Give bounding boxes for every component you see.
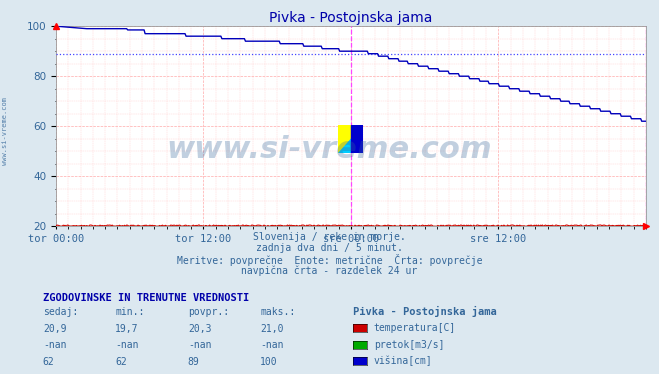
Text: ZGODOVINSKE IN TRENUTNE VREDNOSTI: ZGODOVINSKE IN TRENUTNE VREDNOSTI <box>43 293 249 303</box>
Text: -nan: -nan <box>43 340 67 350</box>
Text: www.si-vreme.com: www.si-vreme.com <box>167 135 492 164</box>
Text: -nan: -nan <box>188 340 212 350</box>
Text: Meritve: povprečne  Enote: metrične  Črta: povprečje: Meritve: povprečne Enote: metrične Črta:… <box>177 254 482 266</box>
Text: Slovenija / reke in morje.: Slovenija / reke in morje. <box>253 232 406 242</box>
Text: www.si-vreme.com: www.si-vreme.com <box>2 97 9 165</box>
Text: 100: 100 <box>260 357 278 367</box>
Text: 21,0: 21,0 <box>260 324 284 334</box>
Text: Pivka - Postojnska jama: Pivka - Postojnska jama <box>353 306 496 316</box>
Text: -nan: -nan <box>115 340 139 350</box>
Title: Pivka - Postojnska jama: Pivka - Postojnska jama <box>270 11 432 25</box>
Text: 19,7: 19,7 <box>115 324 139 334</box>
Text: zadnja dva dni / 5 minut.: zadnja dva dni / 5 minut. <box>256 243 403 253</box>
Text: 20,3: 20,3 <box>188 324 212 334</box>
Text: višina[cm]: višina[cm] <box>374 356 432 367</box>
Polygon shape <box>351 125 364 153</box>
Polygon shape <box>339 125 364 153</box>
Text: sedaj:: sedaj: <box>43 307 78 317</box>
Text: min.:: min.: <box>115 307 145 317</box>
Text: maks.:: maks.: <box>260 307 295 317</box>
Text: 62: 62 <box>43 357 55 367</box>
Text: povpr.:: povpr.: <box>188 307 229 317</box>
Text: 20,9: 20,9 <box>43 324 67 334</box>
Text: temperatura[C]: temperatura[C] <box>374 324 456 333</box>
Text: 62: 62 <box>115 357 127 367</box>
Text: 89: 89 <box>188 357 200 367</box>
Polygon shape <box>339 125 364 153</box>
Text: pretok[m3/s]: pretok[m3/s] <box>374 340 444 350</box>
Text: -nan: -nan <box>260 340 284 350</box>
Text: navpična črta - razdelek 24 ur: navpična črta - razdelek 24 ur <box>241 266 418 276</box>
